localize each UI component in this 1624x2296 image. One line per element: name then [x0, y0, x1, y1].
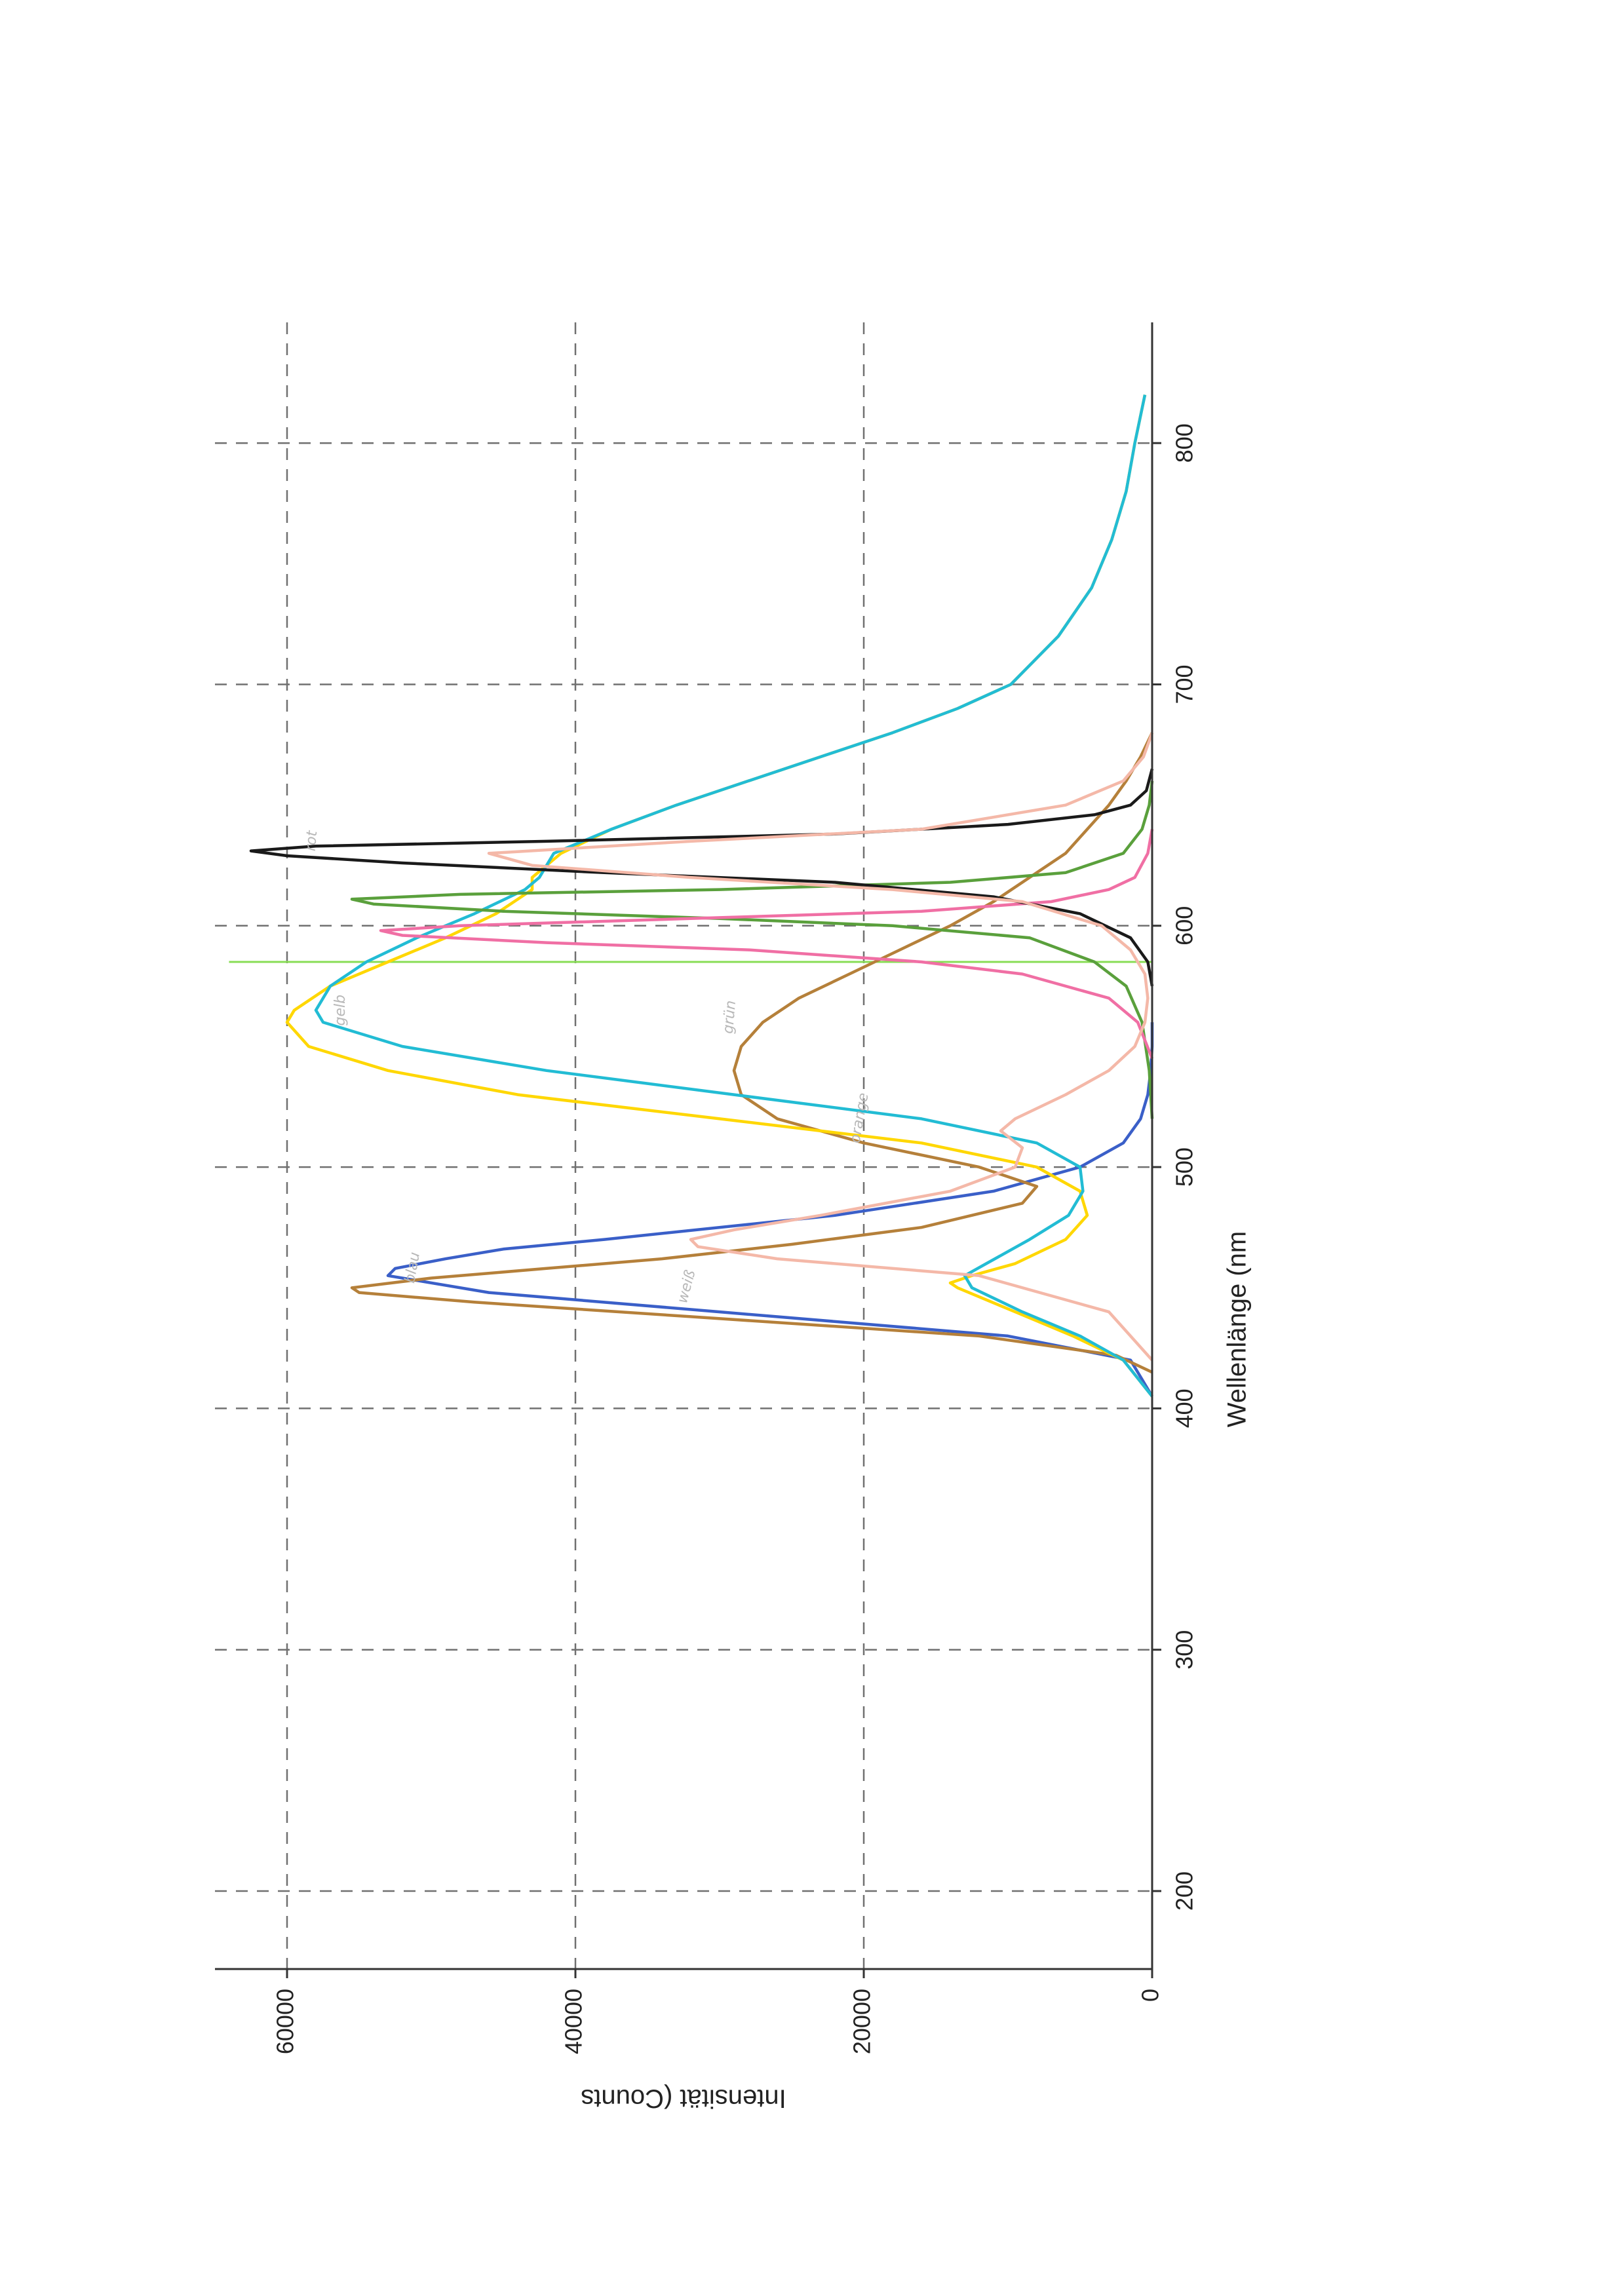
x-tick-label: 200	[1171, 1871, 1198, 1911]
y-tick-label: 20000	[849, 1989, 876, 2054]
series-line	[314, 394, 1153, 1398]
series-line	[249, 768, 1154, 987]
annotation: weiß	[674, 1269, 699, 1305]
grid	[215, 322, 1152, 1969]
series-line	[350, 780, 1154, 1119]
series-line	[386, 1022, 1154, 1398]
x-tick-label: 300	[1171, 1630, 1198, 1670]
annotation: grün	[720, 1000, 739, 1035]
annotation: rot	[303, 829, 321, 852]
series-lines	[229, 394, 1154, 1398]
annotation: gelb	[332, 995, 349, 1026]
x-axis-title: Wellenlänge (nm	[1223, 1231, 1252, 1427]
tick-labels: 200 300 400 500 600 700 800 0 20000 40000 60000	[272, 423, 1198, 2054]
series-line	[350, 732, 1154, 1374]
y-tick-label: 0	[1137, 1989, 1164, 2002]
y-tick-label: 40000	[560, 1989, 587, 2054]
x-tick-label: 600	[1171, 906, 1198, 946]
x-tick-label: 700	[1171, 664, 1198, 704]
y-axis-title: Intensität (Counts	[581, 2084, 786, 2113]
x-tick-label: 400	[1171, 1388, 1198, 1428]
x-tick-label: 500	[1171, 1147, 1198, 1187]
axes: Wellenlänge (nm Intensität (Counts	[215, 322, 1252, 2113]
series-line	[379, 829, 1154, 1060]
series-line	[487, 732, 1154, 1362]
y-tick-label: 60000	[272, 1989, 299, 2054]
x-tick-label: 800	[1171, 423, 1198, 463]
